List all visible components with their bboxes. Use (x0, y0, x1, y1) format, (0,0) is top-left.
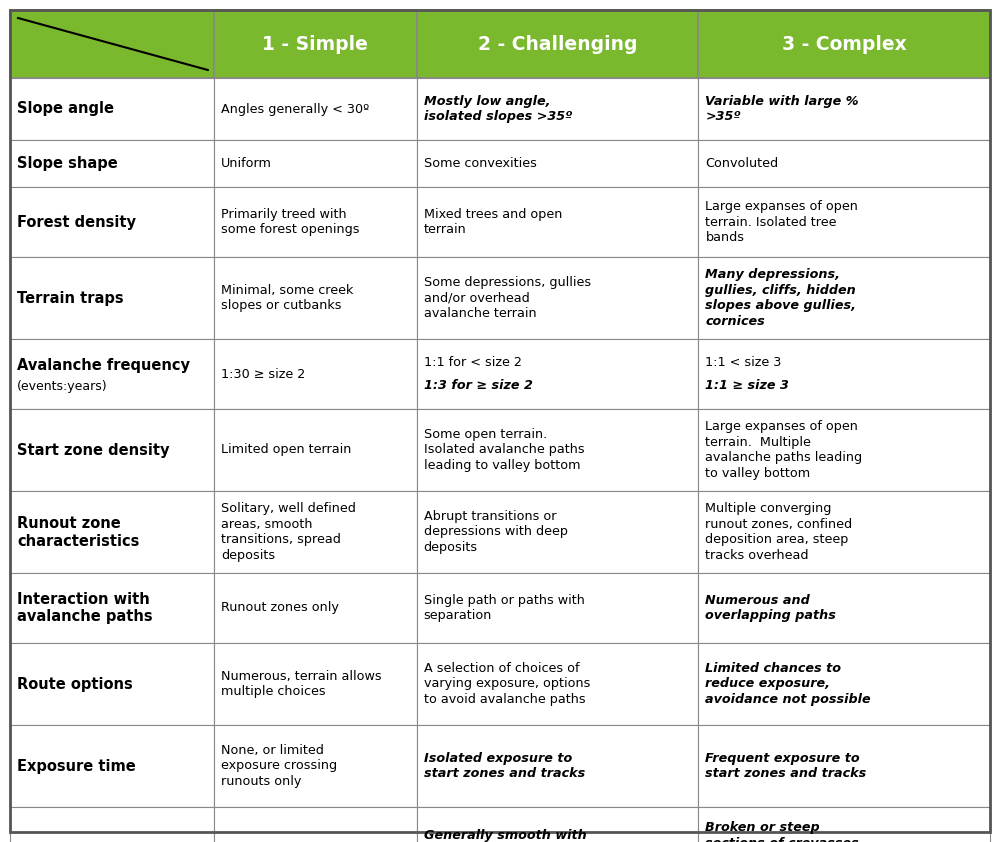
Text: Slope shape: Slope shape (17, 156, 118, 171)
Text: Frequent exposure to
start zones and tracks: Frequent exposure to start zones and tra… (705, 752, 867, 781)
Text: 1:1 ≥ size 3: 1:1 ≥ size 3 (705, 380, 789, 392)
Text: Avalanche frequency: Avalanche frequency (17, 358, 190, 373)
Text: Broken or steep
sections of crevasses,
icefalls or serac
exposure: Broken or steep sections of crevasses, i… (705, 821, 864, 842)
Bar (417, 491, 698, 573)
Text: Large expanses of open
terrain.  Multiple
avalanche paths leading
to valley bott: Large expanses of open terrain. Multiple… (705, 420, 863, 480)
Bar (698, 78, 990, 140)
Bar (10, 409, 214, 491)
Text: Multiple converging
runout zones, confined
deposition area, steep
tracks overhea: Multiple converging runout zones, confin… (705, 502, 853, 562)
Text: 1:30 ≥ size 2: 1:30 ≥ size 2 (221, 367, 305, 381)
Text: Interaction with
avalanche paths: Interaction with avalanche paths (17, 591, 153, 625)
Bar (417, 187, 698, 257)
Text: 1:3 for ≥ size 2: 1:3 for ≥ size 2 (424, 380, 533, 392)
Text: 2 - Challenging: 2 - Challenging (478, 35, 637, 54)
Text: Primarily treed with
some forest openings: Primarily treed with some forest opening… (221, 208, 359, 237)
Bar (417, 573, 698, 643)
Bar (417, 10, 698, 78)
Bar (417, 78, 698, 140)
Text: Convoluted: Convoluted (705, 157, 779, 170)
Bar (10, 725, 214, 807)
Bar (10, 78, 214, 140)
Bar (10, 573, 214, 643)
Bar (214, 643, 417, 725)
Bar (214, 807, 417, 842)
Bar (698, 257, 990, 339)
Bar (417, 257, 698, 339)
Bar (214, 78, 417, 140)
Text: Generally smooth with
isolated bands of
crevasses: Generally smooth with isolated bands of … (424, 829, 586, 842)
Text: Minimal, some creek
slopes or cutbanks: Minimal, some creek slopes or cutbanks (221, 284, 353, 312)
Text: Numerous and
overlapping paths: Numerous and overlapping paths (705, 594, 836, 622)
Text: Many depressions,
gullies, cliffs, hidden
slopes above gullies,
cornices: Many depressions, gullies, cliffs, hidde… (705, 269, 856, 328)
Text: Start zone density: Start zone density (17, 443, 170, 457)
Bar (417, 339, 698, 409)
Bar (10, 187, 214, 257)
Text: 1:1 for < size 2: 1:1 for < size 2 (424, 355, 522, 369)
Text: Terrain traps: Terrain traps (17, 290, 124, 306)
Bar (698, 10, 990, 78)
Text: 1:1 < size 3: 1:1 < size 3 (705, 355, 782, 369)
Text: Mixed trees and open
terrain: Mixed trees and open terrain (424, 208, 562, 237)
Text: Slope angle: Slope angle (17, 102, 114, 116)
Text: Abrupt transitions or
depressions with deep
deposits: Abrupt transitions or depressions with d… (424, 510, 568, 554)
Bar (698, 807, 990, 842)
Text: Some open terrain.
Isolated avalanche paths
leading to valley bottom: Some open terrain. Isolated avalanche pa… (424, 428, 584, 472)
Text: Single path or paths with
separation: Single path or paths with separation (424, 594, 585, 622)
Text: 1 - Simple: 1 - Simple (262, 35, 368, 54)
Text: Large expanses of open
terrain. Isolated tree
bands: Large expanses of open terrain. Isolated… (705, 200, 858, 244)
Bar (214, 573, 417, 643)
Text: Numerous, terrain allows
multiple choices: Numerous, terrain allows multiple choice… (221, 669, 381, 698)
Bar (214, 140, 417, 187)
Bar (214, 339, 417, 409)
Text: Isolated exposure to
start zones and tracks: Isolated exposure to start zones and tra… (424, 752, 585, 781)
Text: Uniform: Uniform (221, 157, 272, 170)
Bar (10, 140, 214, 187)
Text: Variable with large %
>35º: Variable with large % >35º (705, 95, 859, 123)
Text: Some depressions, gullies
and/or overhead
avalanche terrain: Some depressions, gullies and/or overhea… (424, 276, 591, 320)
Text: Limited open terrain: Limited open terrain (221, 444, 351, 456)
Text: Runout zones only: Runout zones only (221, 601, 339, 615)
Bar (698, 725, 990, 807)
Bar (10, 491, 214, 573)
Text: None, or limited
exposure crossing
runouts only: None, or limited exposure crossing runou… (221, 744, 337, 788)
Bar (698, 140, 990, 187)
Bar (698, 339, 990, 409)
Text: Route options: Route options (17, 676, 133, 691)
Text: Mostly low angle,
isolated slopes >35º: Mostly low angle, isolated slopes >35º (424, 95, 572, 123)
Bar (417, 409, 698, 491)
Bar (417, 725, 698, 807)
Bar (10, 643, 214, 725)
Bar (698, 573, 990, 643)
Bar (417, 807, 698, 842)
Text: A selection of choices of
varying exposure, options
to avoid avalanche paths: A selection of choices of varying exposu… (424, 662, 590, 706)
Bar (214, 187, 417, 257)
Bar (214, 10, 417, 78)
Text: (events:years): (events:years) (17, 380, 108, 393)
Text: Some convexities: Some convexities (424, 157, 537, 170)
Bar (214, 725, 417, 807)
Text: Forest density: Forest density (17, 215, 136, 230)
Bar (10, 257, 214, 339)
Text: 3 - Complex: 3 - Complex (782, 35, 907, 54)
Text: Exposure time: Exposure time (17, 759, 136, 774)
Text: Runout zone
characteristics: Runout zone characteristics (17, 515, 139, 548)
Text: Angles generally < 30º: Angles generally < 30º (221, 103, 369, 115)
Text: Limited chances to
reduce exposure,
avoidance not possible: Limited chances to reduce exposure, avoi… (705, 662, 871, 706)
Bar (10, 10, 214, 78)
Bar (417, 643, 698, 725)
Bar (698, 491, 990, 573)
Bar (10, 807, 214, 842)
Bar (417, 140, 698, 187)
Bar (214, 491, 417, 573)
Bar (214, 257, 417, 339)
Bar (698, 409, 990, 491)
Bar (214, 409, 417, 491)
Bar (698, 643, 990, 725)
Bar (698, 187, 990, 257)
Text: Solitary, well defined
areas, smooth
transitions, spread
deposits: Solitary, well defined areas, smooth tra… (221, 502, 356, 562)
Bar (10, 339, 214, 409)
